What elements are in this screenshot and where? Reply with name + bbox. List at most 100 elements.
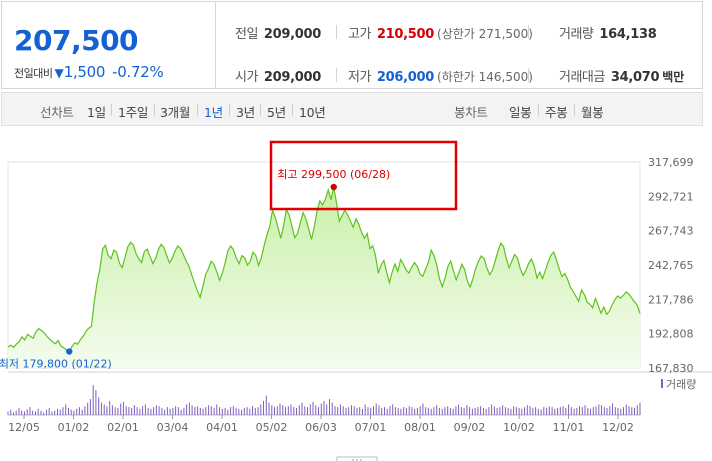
volume-bar (348, 407, 350, 415)
volume-bar (232, 406, 234, 415)
volume-bar (623, 407, 624, 415)
high-stat: 고가 210,500 (상한가 271,500) (348, 23, 533, 42)
volume-bar (496, 407, 498, 415)
toolbar-divider (260, 104, 261, 116)
volume-bar (57, 408, 58, 415)
volume-bar (601, 405, 602, 415)
volume-bar (359, 407, 361, 415)
volume-bar (227, 409, 229, 415)
volume-bar (639, 402, 641, 415)
volume-bar (46, 409, 47, 415)
volume-bar (213, 407, 215, 415)
candle-daily[interactable]: 일봉 (509, 105, 532, 120)
volume-bar (26, 409, 28, 415)
volume-bar (491, 404, 493, 415)
volume-bar (628, 406, 630, 415)
high-highlight-box (269, 140, 458, 211)
volume-bar (436, 405, 438, 415)
x-tick-label: 06/03 (305, 421, 337, 434)
volume-bar (414, 408, 416, 415)
volume-bar (166, 407, 168, 415)
volume-bar (609, 406, 611, 415)
candle-weekly[interactable]: 주봉 (545, 105, 568, 120)
chart-period-toolbar: 선차트 1일 1주일 3개월 1년 3년 5년 10년 봉차트 일봉 주봉 월봉 (1, 92, 703, 126)
volume-bar (381, 407, 383, 415)
volume-bar (230, 407, 232, 415)
y-tick-label: 167,830 (648, 362, 694, 375)
volume-bar (463, 407, 465, 415)
x-tick-label: 07/01 (355, 421, 387, 434)
volume-bar (282, 405, 284, 415)
volume-bar (205, 407, 207, 415)
change-percent: -0.72% (112, 63, 164, 81)
volume-bar (197, 406, 199, 415)
volume-bar (400, 408, 402, 415)
volume-bar (513, 406, 515, 415)
volume-bar (449, 407, 451, 415)
volume-bar (210, 406, 212, 415)
period-1d[interactable]: 1일 (87, 105, 106, 120)
volume-bar (573, 408, 575, 415)
volume-bar (219, 407, 221, 415)
volume-bar (477, 407, 479, 415)
volume-bar (521, 408, 523, 415)
volume-bar (326, 404, 328, 415)
volume-bar (587, 407, 589, 415)
volume-bar (241, 409, 243, 415)
volume-bar (312, 401, 314, 415)
volume-bar (502, 405, 504, 415)
volume-bar (296, 407, 297, 415)
candle-monthly[interactable]: 월봉 (581, 105, 604, 120)
volume-bar (54, 410, 56, 415)
y-tick-label: 292,721 (648, 190, 694, 203)
volume-bar (342, 406, 344, 415)
period-3y[interactable]: 3년 (236, 105, 255, 120)
volume-bar (576, 407, 578, 415)
volume-bar (405, 407, 407, 415)
volume-bar (276, 406, 278, 415)
volume-bar (315, 405, 317, 415)
volume-bar (595, 406, 597, 415)
upper-limit: (상한가 271,500) (437, 27, 533, 41)
volume-bar (427, 407, 429, 415)
volume-bar (263, 400, 264, 415)
volume-bar (252, 406, 254, 415)
chart-scroll-handle[interactable] (336, 456, 378, 461)
volume-bar (543, 407, 545, 415)
x-tick-label: 03/04 (157, 421, 189, 434)
amount-value: 34,070 (610, 70, 660, 85)
prev-close-value: 209,000 (263, 27, 322, 42)
volume-bar (331, 402, 333, 415)
volume-bar (208, 405, 210, 415)
period-3m[interactable]: 3개월 (160, 105, 191, 120)
volume-bar (408, 406, 410, 415)
toolbar-divider (292, 104, 293, 116)
volume-bar (139, 408, 141, 415)
period-1y[interactable]: 1년 (204, 105, 223, 120)
price-change-row: 전일대비 ▼1,500 -0.72% (14, 62, 164, 81)
volume-bar (202, 408, 204, 415)
volume-bar (265, 395, 267, 415)
volume-bar (304, 406, 306, 415)
x-tick-label: 12/02 (602, 421, 634, 434)
volume-bar (579, 406, 580, 415)
volume-bar (37, 408, 39, 415)
volume-bar (81, 409, 83, 415)
volume-bar (35, 411, 36, 415)
volume-stat: 거래량 164,138 (559, 23, 657, 42)
volume-bar (392, 404, 394, 415)
volume-bar (447, 406, 449, 415)
volume-bar (557, 407, 559, 415)
candle-chart-label: 봉차트 (454, 105, 488, 120)
volume-bar (540, 409, 542, 415)
volume-bar (290, 404, 292, 415)
period-5y[interactable]: 5년 (267, 105, 286, 120)
high-point-marker (330, 183, 337, 191)
volume-bar (51, 411, 53, 415)
volume-bar (386, 408, 388, 415)
x-tick-label: 04/01 (206, 421, 238, 434)
period-10y[interactable]: 10년 (299, 105, 326, 120)
period-1w[interactable]: 1주일 (118, 105, 149, 120)
volume-bar (243, 407, 245, 415)
volume-bar (422, 403, 424, 415)
